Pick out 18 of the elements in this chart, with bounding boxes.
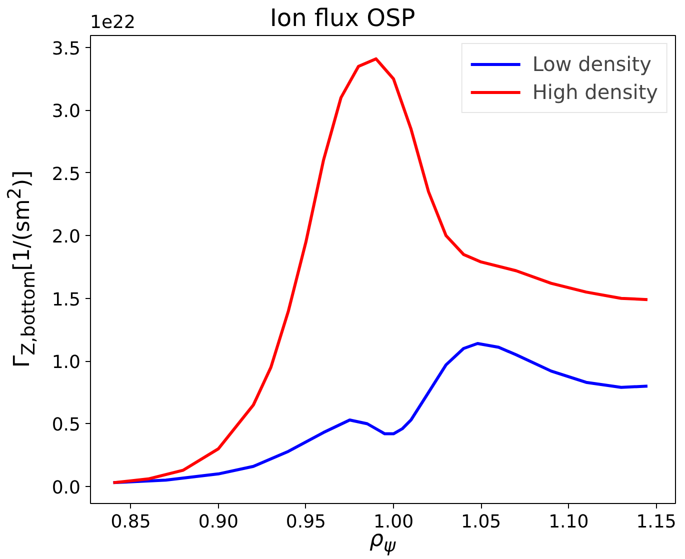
legend-label: High density (532, 80, 658, 104)
x-tick-label: 1.05 (461, 512, 502, 532)
x-tick-label: 0.85 (110, 512, 151, 532)
x-tick-label: 0.90 (198, 512, 238, 532)
y-tick-label: 1.0 (52, 352, 81, 374)
y-tick-label: 2.5 (52, 164, 81, 185)
text: 1e22 (90, 12, 136, 33)
y-tick-label: 1.5 (52, 289, 81, 310)
y-tick-label: 3.0 (52, 101, 81, 122)
x-tick-label: 0.95 (286, 512, 326, 532)
legend-label: Low density (532, 52, 652, 76)
y-tick-label: 2.0 (52, 226, 81, 248)
y-tick-label: 0.5 (52, 414, 81, 436)
y-tick-label: 0.0 (52, 477, 81, 498)
y-tick-label: 3.5 (52, 38, 81, 60)
x-tick-label: 1.10 (548, 512, 589, 532)
chart-title: Ion flux OSP (270, 4, 416, 32)
x-tick-label: 1.15 (636, 512, 676, 532)
